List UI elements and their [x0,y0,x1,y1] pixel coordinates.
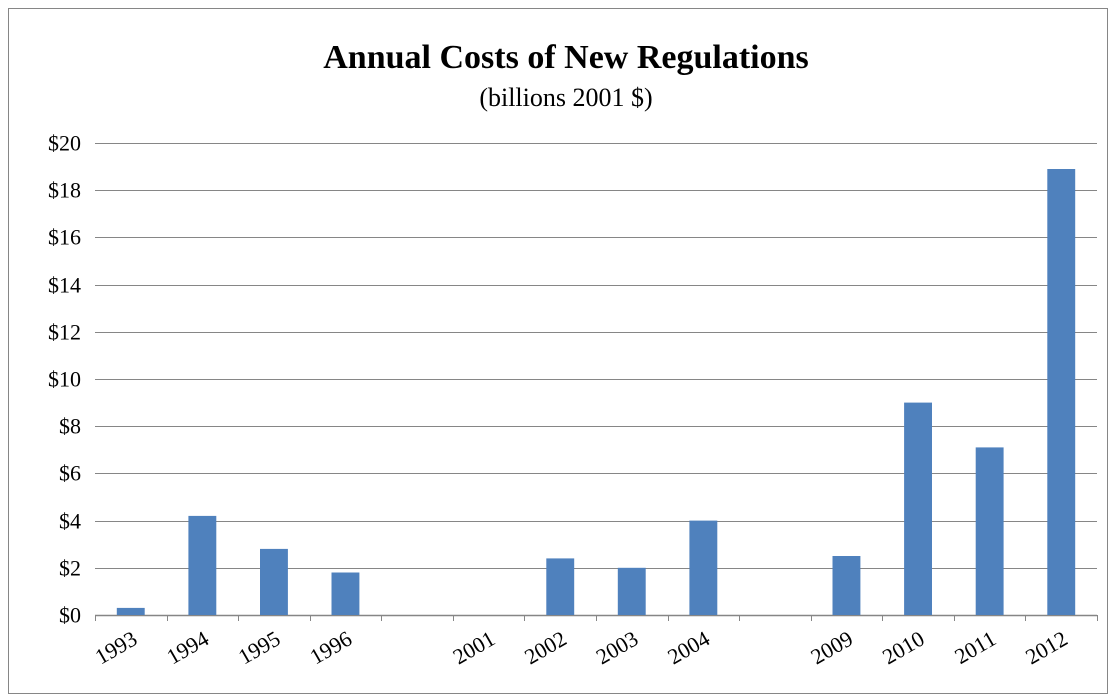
y-tick-label: $18 [48,178,81,203]
x-tick-label: 1996 [305,626,356,670]
x-tick-label: 2009 [806,626,857,670]
chart-subtitle: (billions 2001 $) [479,83,652,112]
bar-2004 [689,520,718,615]
y-tick-label: $16 [48,225,81,250]
bar-2002 [546,558,575,615]
bar-2011 [975,447,1004,615]
bar-2010 [904,402,932,615]
y-tick-label: $14 [48,273,81,298]
chart-title: Annual Costs of New Regulations [323,39,809,76]
x-tick-label: 2003 [592,626,643,670]
bar-1996 [331,572,360,615]
y-tick-label: $20 [48,131,81,156]
x-tick-label: 1994 [162,626,213,670]
x-tick-label: 2004 [663,626,714,670]
x-tick-label: 1995 [234,626,285,670]
y-axis-ticks: $0 $2 $4 $6 $8 $10 $12 $14 $16 $18 $20 [48,131,81,628]
y-tick-label: $8 [59,414,81,439]
gridlines [95,143,1097,617]
bar-2012 [1047,169,1076,615]
x-tick-label: 2012 [1021,626,1072,670]
y-tick-label: $12 [48,320,81,345]
bar-1993 [116,607,145,615]
x-axis-ticks: 1993 1994 1995 1996 2001 2002 2003 2004 2009 2010… [91,615,1098,669]
bar-1995 [260,548,288,615]
y-tick-label: $4 [59,509,81,534]
bar-1994 [188,515,217,615]
x-tick-label: 2002 [520,626,571,670]
x-tick-label: 2011 [950,626,1000,669]
y-tick-label: $0 [59,603,81,628]
x-tick-label: 1993 [91,626,142,670]
bar-2003 [617,567,646,615]
bars [116,169,1076,615]
y-tick-label: $10 [48,367,81,392]
bar-2009 [832,556,861,615]
x-tick-label: 2010 [878,626,929,670]
y-tick-label: $6 [59,461,81,486]
y-tick-label: $2 [59,556,81,581]
x-tick-label: 2001 [449,626,500,670]
